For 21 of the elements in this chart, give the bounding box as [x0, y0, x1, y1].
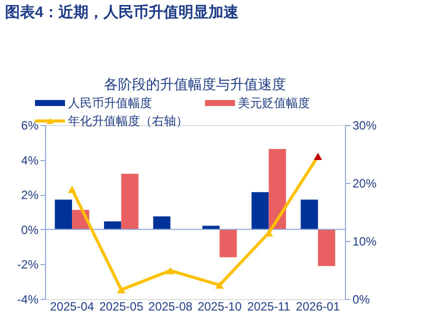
chart-title: 图表4：近期，人民币升值明显加速: [5, 4, 240, 21]
y-tick-label: 4%: [21, 153, 39, 168]
y2-tick-label: 30%: [352, 118, 377, 132]
x-tick-label: 2025-05: [99, 300, 144, 314]
y2-tick-label: 10%: [352, 234, 377, 248]
legend-label: 美元贬值幅度: [238, 96, 310, 110]
x-tick-label: 2026-01: [296, 300, 340, 314]
y-tick-label: 6%: [21, 118, 39, 132]
y2-tick-label: 0%: [352, 292, 370, 306]
legend-label: 年化升值幅度（右轴）: [68, 114, 188, 128]
x-tick-label: 2025-10: [198, 300, 242, 314]
y-tick-label: 0%: [21, 222, 39, 237]
y-tick-label: 2%: [21, 188, 39, 202]
legend-label: 人民币升值幅度: [68, 96, 152, 110]
y2-tick-label: 20%: [352, 176, 377, 190]
chart-subtitle: 各阶段的升值幅度与升值速度: [104, 76, 286, 92]
y-tick-label: -2%: [17, 258, 39, 272]
x-tick-label: 2025-11: [247, 300, 291, 314]
x-tick-label: 2025-08: [148, 300, 193, 314]
y-tick-label: -4%: [17, 292, 39, 306]
x-tick-label: 2025-04: [50, 300, 94, 314]
